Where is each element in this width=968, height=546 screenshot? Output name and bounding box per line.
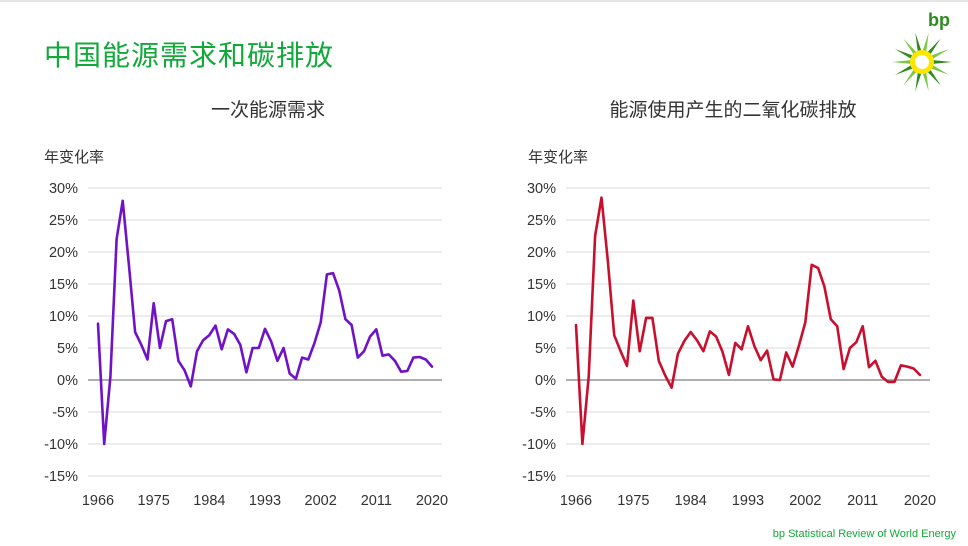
x-tick-label: 2002 (789, 493, 821, 509)
y-tick-label: 25% (527, 213, 556, 229)
x-tick-label: 2011 (361, 493, 392, 509)
y-tick-label: 10% (527, 309, 556, 325)
x-tick-label: 1984 (675, 493, 707, 509)
series-line (96, 199, 434, 446)
y-tick-label: -10% (522, 437, 556, 453)
x-tick-label: 2020 (416, 493, 448, 509)
x-tick-label: 1975 (138, 493, 170, 509)
y-tick-label: 0% (57, 373, 78, 389)
x-tick-label: 2002 (305, 493, 337, 509)
y-tick-label: -15% (44, 469, 78, 485)
y-axis-label: 年变化率 (528, 148, 588, 166)
source-footer: bp Statistical Review of World Energy (772, 528, 956, 540)
page-title: 中国能源需求和碳排放 (44, 39, 335, 72)
chart-title: 一次能源需求 (211, 99, 325, 121)
y-tick-label: 20% (49, 245, 78, 261)
x-tick-label: 1993 (249, 493, 281, 509)
logo-ray (915, 32, 922, 52)
logo-ray (927, 38, 941, 55)
y-tick-label: 15% (49, 277, 78, 293)
logo-ray (922, 32, 929, 52)
logo-ray (903, 38, 917, 55)
logo-ray (915, 72, 922, 92)
y-tick-label: 30% (527, 181, 556, 197)
logo-ray (903, 69, 917, 86)
logo-ray (927, 69, 941, 86)
logo-ray (932, 60, 952, 64)
logo-ray (892, 60, 912, 64)
x-tick-label: 2020 (904, 493, 936, 509)
logo-ray (894, 48, 914, 59)
logo-ray (930, 48, 950, 59)
top-border (0, 0, 968, 2)
y-tick-label: 20% (527, 245, 556, 261)
y-tick-label: -10% (44, 437, 78, 453)
logo-ray (930, 65, 950, 76)
x-tick-label: 1984 (193, 493, 225, 509)
y-tick-label: 30% (49, 181, 78, 197)
y-tick-label: -5% (530, 405, 556, 421)
x-tick-label: 1966 (560, 493, 592, 509)
y-axis-label: 年变化率 (44, 148, 104, 166)
bp-logo-text: bp (928, 10, 950, 30)
y-tick-label: 10% (49, 309, 78, 325)
logo-ray (894, 65, 914, 76)
x-tick-label: 2011 (847, 493, 878, 509)
y-tick-label: 15% (527, 277, 556, 293)
y-tick-label: 25% (49, 213, 78, 229)
y-tick-label: 5% (57, 341, 78, 357)
bp-helios-logo-icon (892, 32, 952, 92)
y-tick-label: 5% (535, 341, 556, 357)
y-tick-label: 0% (535, 373, 556, 389)
series-line (574, 196, 922, 446)
x-tick-label: 1966 (82, 493, 114, 509)
x-tick-label: 1975 (617, 493, 649, 509)
chart-title: 能源使用产生的二氧化碳排放 (609, 99, 856, 121)
y-tick-label: -5% (52, 405, 78, 421)
logo-ray (922, 72, 929, 92)
x-tick-label: 1993 (732, 493, 764, 509)
y-tick-label: -15% (522, 469, 556, 485)
